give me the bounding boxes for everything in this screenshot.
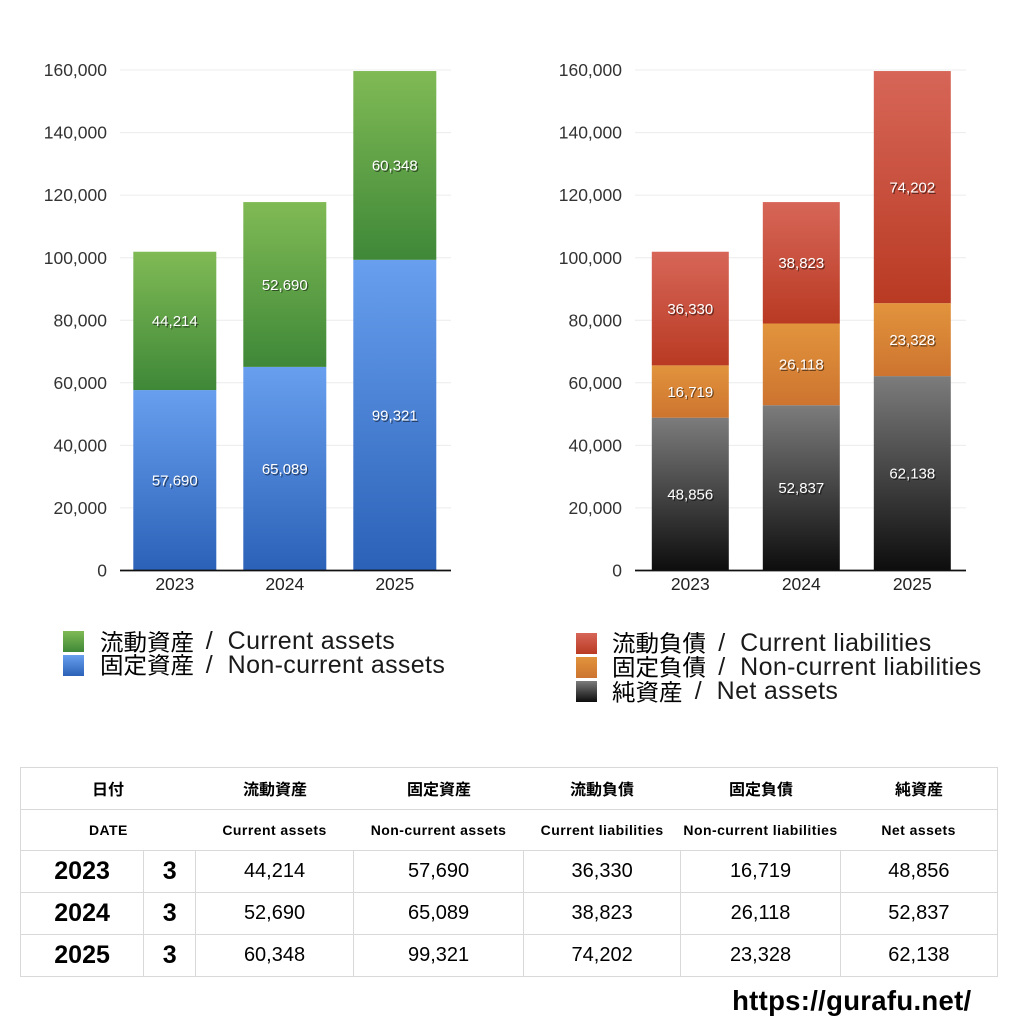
svg-text:38,823: 38,823	[780, 257, 826, 274]
svg-text:65,089: 65,089	[262, 461, 308, 478]
svg-text:23,328: 23,328	[889, 332, 935, 349]
svg-text:48,856: 48,856	[667, 486, 713, 503]
svg-text:74,202: 74,202	[891, 181, 937, 198]
svg-text:52,690: 52,690	[263, 278, 309, 295]
svg-text:140,000: 140,000	[559, 123, 623, 143]
svg-text:2025: 2025	[893, 574, 932, 594]
svg-text:16,719: 16,719	[667, 384, 713, 401]
svg-text:140,000: 140,000	[44, 123, 108, 143]
svg-text:100,000: 100,000	[559, 248, 623, 268]
svg-text:99,321: 99,321	[373, 409, 419, 426]
svg-text:65,089: 65,089	[263, 462, 309, 479]
svg-text:80,000: 80,000	[53, 310, 107, 330]
svg-text:120,000: 120,000	[559, 185, 623, 205]
svg-text:120,000: 120,000	[44, 185, 108, 205]
svg-text:44,214: 44,214	[153, 315, 199, 332]
svg-text:2024: 2024	[782, 574, 821, 594]
svg-text:0: 0	[97, 561, 107, 581]
svg-text:40,000: 40,000	[53, 436, 107, 456]
svg-text:62,138: 62,138	[891, 467, 937, 484]
svg-text:40,000: 40,000	[568, 436, 622, 456]
svg-text:2024: 2024	[265, 574, 304, 594]
svg-text:26,118: 26,118	[780, 358, 825, 375]
svg-text:99,321: 99,321	[372, 408, 418, 425]
svg-text:44,214: 44,214	[152, 313, 198, 330]
svg-text:57,690: 57,690	[152, 473, 198, 490]
svg-text:2023: 2023	[671, 574, 710, 594]
svg-text:26,118: 26,118	[779, 357, 824, 374]
svg-text:80,000: 80,000	[568, 310, 622, 330]
svg-text:48,856: 48,856	[669, 488, 715, 505]
svg-text:62,138: 62,138	[889, 466, 935, 483]
svg-text:2023: 2023	[155, 574, 194, 594]
svg-text:20,000: 20,000	[568, 498, 622, 518]
svg-text:36,330: 36,330	[667, 301, 713, 318]
svg-text:160,000: 160,000	[559, 60, 623, 80]
svg-text:60,348: 60,348	[372, 158, 418, 175]
svg-text:60,000: 60,000	[53, 373, 107, 393]
svg-text:57,690: 57,690	[153, 474, 199, 491]
svg-text:36,330: 36,330	[669, 302, 715, 319]
svg-text:20,000: 20,000	[53, 498, 107, 518]
svg-text:60,348: 60,348	[373, 159, 419, 176]
svg-text:160,000: 160,000	[44, 60, 108, 80]
svg-text:52,690: 52,690	[262, 277, 308, 294]
svg-text:23,328: 23,328	[891, 333, 937, 350]
svg-text:52,837: 52,837	[778, 480, 824, 497]
svg-text:0: 0	[612, 561, 622, 581]
svg-text:60,000: 60,000	[568, 373, 622, 393]
svg-text:100,000: 100,000	[44, 248, 108, 268]
svg-text:16,719: 16,719	[669, 385, 715, 402]
svg-text:38,823: 38,823	[778, 255, 824, 272]
svg-text:52,837: 52,837	[780, 482, 826, 499]
svg-text:2025: 2025	[375, 574, 414, 594]
svg-text:74,202: 74,202	[889, 179, 935, 196]
